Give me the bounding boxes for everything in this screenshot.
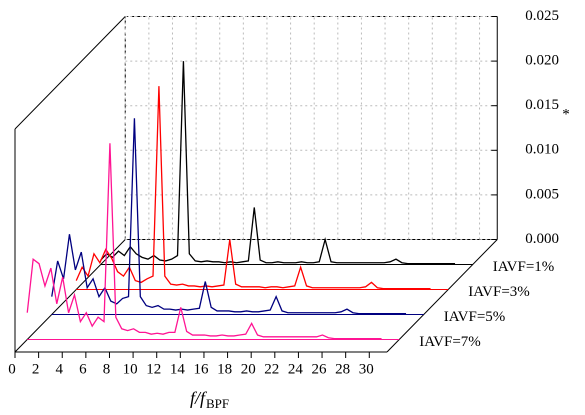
x-tick-label: 6 xyxy=(79,361,87,377)
series-line xyxy=(51,118,407,315)
z-tick-label: 0.025 xyxy=(525,8,559,24)
z-tick-label: 0.020 xyxy=(525,53,559,69)
depth-axis xyxy=(386,239,498,353)
legend-label: IAVF=5% xyxy=(444,309,506,325)
left-wall-edge xyxy=(14,16,126,130)
x-tick-label: 24 xyxy=(288,361,304,377)
x-tick-label: 20 xyxy=(241,361,256,377)
z-tick-label: 0.000 xyxy=(525,231,559,247)
z-tick-label: 0.010 xyxy=(525,142,559,158)
z-axis-label: * xyxy=(562,106,570,122)
x-axis-label: f/f xyxy=(190,388,208,408)
series-line xyxy=(100,61,456,265)
x-tick-label: 0 xyxy=(8,361,16,377)
x-tick-label: 18 xyxy=(217,361,232,377)
x-axis-label-sub: BPF xyxy=(206,396,229,411)
z-tick-label: 0.005 xyxy=(525,186,559,202)
x-tick-label: 12 xyxy=(146,361,161,377)
x-tick-label: 16 xyxy=(193,361,209,377)
x-tick-label: 8 xyxy=(103,361,111,377)
x-tick-label: 26 xyxy=(312,361,328,377)
legend-label: IAVF=1% xyxy=(493,259,555,275)
x-tick-label: 2 xyxy=(32,361,40,377)
legend-label: IAVF=3% xyxy=(468,284,530,300)
legend-label: IAVF=7% xyxy=(419,334,481,350)
left-wall-edge xyxy=(14,239,126,353)
x-tick-label: 4 xyxy=(55,361,63,377)
x-tick-label: 28 xyxy=(335,361,350,377)
series-line xyxy=(75,86,431,290)
x-tick-label: 22 xyxy=(264,361,279,377)
series-line xyxy=(26,143,382,340)
x-tick-label: 10 xyxy=(123,361,138,377)
z-tick-label: 0.015 xyxy=(525,97,559,113)
x-tick-label: 14 xyxy=(170,361,186,377)
x-tick-label: 30 xyxy=(359,361,374,377)
